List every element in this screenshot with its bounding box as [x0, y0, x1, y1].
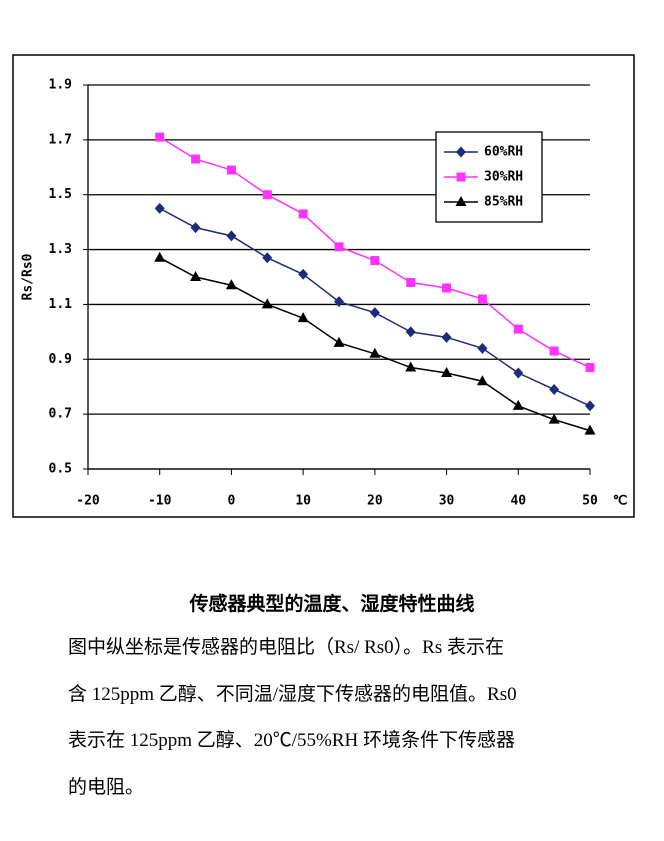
marker — [297, 312, 309, 323]
legend-marker — [456, 146, 466, 158]
marker — [406, 277, 416, 287]
caption-line: 图中纵坐标是传感器的电阻比（Rs/ Rs0）。Rs 表示在 — [68, 637, 504, 658]
y-axis-label: Rs/Rs0 — [21, 253, 36, 300]
x-axis-unit: ℃ — [613, 494, 628, 509]
marker — [441, 331, 452, 343]
marker — [441, 367, 453, 377]
caption-line: 表示在 125ppm 乙醇、20℃/55%RH 环境条件下传感器 — [68, 730, 516, 751]
chart: Rs/Rs0 ℃ 0.5 0.7 0.9 1.1 1.3 1.5 1.7 1.9 -20 -10 0… — [12, 54, 635, 518]
chart-frame — [12, 54, 635, 518]
marker — [262, 252, 273, 264]
legend-marker — [455, 196, 467, 206]
series-line — [159, 257, 591, 432]
legend-marker — [456, 172, 466, 182]
x-tick-label: 20 — [367, 494, 383, 509]
x-tick-label: -10 — [148, 494, 172, 509]
caption-line: 的电阻。 — [68, 776, 145, 798]
y-tick-label: 1.3 — [49, 242, 72, 257]
caption-title: 传感器典型的温度、湿度特性曲线 — [189, 594, 475, 615]
y-tick-label: 1.5 — [49, 187, 72, 202]
marker — [191, 154, 201, 164]
marker — [549, 346, 559, 356]
marker — [585, 363, 595, 373]
marker — [154, 251, 166, 262]
marker — [405, 326, 416, 338]
legend-label: 30%RH — [484, 170, 523, 185]
marker — [225, 279, 237, 290]
x-tick-label: 30 — [439, 494, 455, 509]
marker — [513, 367, 524, 379]
marker — [226, 230, 237, 242]
marker — [262, 190, 272, 200]
marker — [477, 294, 487, 304]
caption-line: 含 125ppm 乙醇、不同温/湿度下传感器的电阻值。Rs0 — [68, 683, 517, 705]
x-tick-label: 40 — [510, 494, 526, 509]
marker — [442, 283, 452, 293]
marker — [405, 361, 417, 372]
legend-label: 60%RH — [484, 145, 523, 160]
marker — [548, 413, 560, 424]
marker — [476, 375, 488, 386]
marker — [334, 242, 344, 252]
marker — [549, 383, 560, 395]
y-tick-label: 0.7 — [49, 407, 72, 422]
y-tick-label: 1.1 — [49, 297, 73, 312]
marker — [512, 399, 524, 410]
x-tick-label: 10 — [295, 494, 311, 509]
x-tick-label: 50 — [582, 494, 598, 509]
marker — [369, 307, 380, 319]
marker — [154, 202, 165, 214]
legend-label: 85%RH — [484, 195, 523, 210]
marker — [226, 165, 236, 175]
marker — [369, 347, 381, 358]
y-tick-label: 1.9 — [49, 78, 72, 93]
marker — [585, 400, 595, 412]
marker — [370, 256, 380, 266]
marker — [584, 424, 596, 435]
y-tick-label: 1.7 — [49, 132, 72, 147]
marker — [155, 132, 165, 142]
marker — [298, 268, 309, 280]
marker — [333, 336, 345, 347]
y-tick-label: 0.5 — [49, 462, 72, 477]
marker — [477, 342, 488, 354]
x-tick-label: 0 — [228, 494, 236, 509]
marker — [261, 298, 273, 309]
marker — [334, 296, 344, 308]
marker — [298, 209, 308, 219]
marker — [513, 324, 523, 334]
y-tick-label: 0.9 — [49, 352, 72, 367]
x-tick-label: -20 — [76, 494, 100, 509]
caption: 传感器典型的温度、湿度特性曲线 图中纵坐标是传感器的电阻比（Rs/ Rs0）。R… — [0, 585, 664, 811]
marker — [190, 222, 201, 234]
marker — [190, 271, 202, 281]
